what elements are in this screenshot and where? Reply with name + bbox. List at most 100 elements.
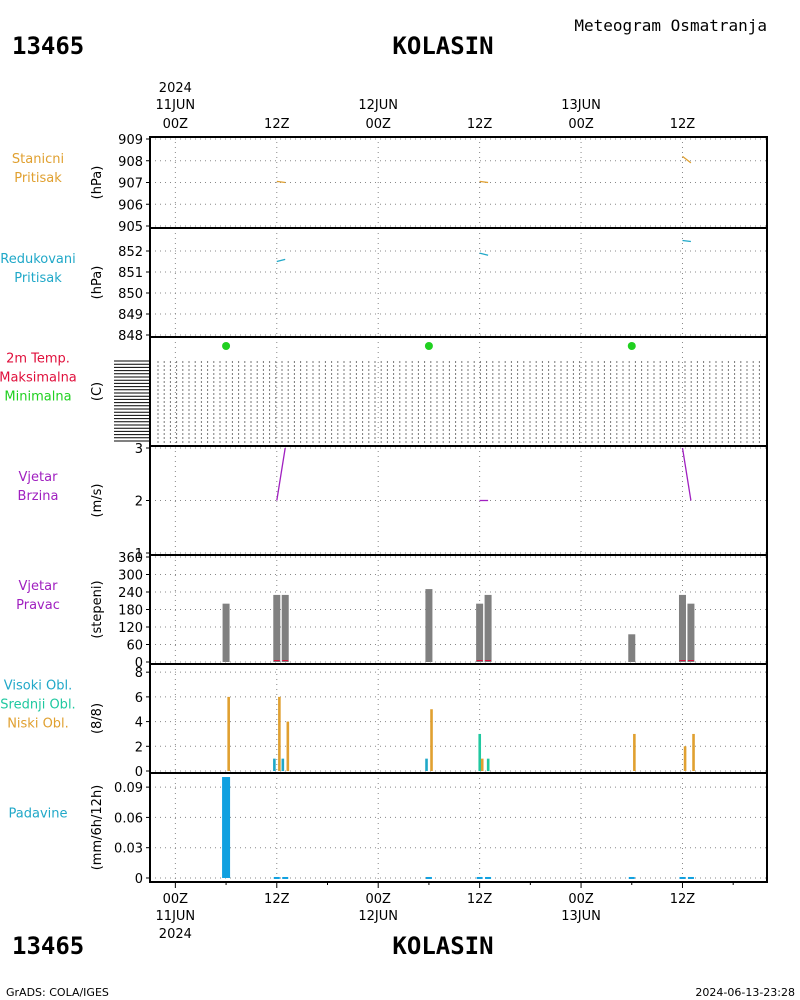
- y-tick-label: 3: [135, 442, 143, 457]
- y-tick-label: 851: [118, 266, 143, 281]
- y-tick-label: 0: [135, 656, 143, 671]
- panel-label: Brzina: [18, 489, 59, 504]
- panel-frame: [149, 136, 768, 229]
- time-tick-label-top: 12Z: [264, 117, 290, 132]
- bar: [628, 634, 636, 662]
- panel-frame: [149, 663, 768, 774]
- credit-text: GrADS: COLA/IGES: [6, 986, 109, 999]
- bar: [222, 777, 231, 878]
- time-tick-label-bottom: 12Z: [264, 892, 290, 907]
- station-id-bottom: 13465: [12, 932, 84, 960]
- cloud-bar: [683, 746, 687, 771]
- y-axis-label: (m/s): [90, 484, 105, 518]
- cloud-bar: [633, 733, 636, 771]
- temperature-point: [424, 342, 433, 350]
- bar: [476, 603, 484, 662]
- panel-label: Srednji Obl.: [0, 698, 75, 713]
- time-tick-label-top: 12Z: [467, 117, 493, 132]
- cloud-bar: [480, 758, 484, 771]
- y-tick-label: 2: [135, 740, 143, 755]
- time-tick-label-top: 00Z: [365, 117, 391, 132]
- panel-label: Minimalna: [4, 390, 71, 405]
- y-tick-label: 907: [118, 177, 143, 192]
- y-tick-label: 180: [118, 604, 143, 619]
- time-tick-label-bottom: 12Z: [670, 892, 696, 907]
- panel-label: Niski Obl.: [7, 717, 69, 732]
- cloud-bar: [478, 733, 482, 771]
- temperature-point: [222, 342, 231, 350]
- y-tick-label: 0: [135, 872, 143, 887]
- temperature-point: [627, 342, 636, 350]
- y-tick-label: 0: [135, 765, 143, 780]
- panel-label: Stanicni: [12, 152, 64, 167]
- y-tick-label: 848: [118, 329, 143, 344]
- year-label-bottom: 2024: [159, 927, 192, 942]
- series-line: [479, 252, 489, 256]
- y-tick-label: 906: [118, 198, 143, 213]
- bar: [687, 603, 695, 662]
- bar: [484, 594, 492, 662]
- y-tick-label: 905: [118, 220, 143, 235]
- y-tick-label: 908: [118, 155, 143, 170]
- y-tick-label: 850: [118, 287, 143, 302]
- y-axis-label: (hPa): [90, 266, 105, 300]
- day-label-bottom: 11JUN: [156, 909, 196, 924]
- y-tick-label: 909: [118, 133, 143, 148]
- time-tick-label-bottom: 12Z: [467, 892, 493, 907]
- y-tick-label: 6: [135, 691, 143, 706]
- panel-label: Pritisak: [14, 271, 62, 286]
- product-title: Meteogram Osmatranja: [574, 16, 767, 35]
- y-tick-label: 300: [118, 569, 143, 584]
- time-tick-label-bottom: 00Z: [163, 892, 189, 907]
- bar: [678, 594, 686, 662]
- cloud-bar: [227, 696, 230, 771]
- cloud-bar: [273, 758, 276, 771]
- series-line: [682, 155, 692, 164]
- time-tick-label-bottom: 00Z: [365, 892, 391, 907]
- series-line: [276, 180, 286, 184]
- panel-label: Padavine: [9, 807, 68, 822]
- time-tick-label-bottom: 00Z: [568, 892, 594, 907]
- bar: [273, 594, 281, 662]
- cloud-bar: [281, 758, 285, 771]
- bar: [425, 589, 433, 662]
- time-tick-label-top: 00Z: [568, 117, 594, 132]
- y-axis-label: (mm/6h/12h): [90, 785, 105, 871]
- series-line: [682, 239, 691, 243]
- day-label-top: 11JUN: [156, 98, 196, 113]
- series-line: [276, 447, 286, 501]
- y-tick-label: 0.09: [114, 781, 143, 796]
- panel-label: Pritisak: [14, 171, 62, 186]
- series-line: [681, 447, 692, 501]
- panel-label: Maksimalna: [0, 371, 77, 386]
- panel-label: 2m Temp.: [6, 352, 70, 367]
- cloud-bar: [286, 721, 290, 771]
- y-tick-label: 0.03: [114, 842, 143, 857]
- panel-frame: [149, 227, 768, 338]
- plot-area: 2024 11JUN 12JUN 13JUN 00Z 12Z 00Z 12Z 00Z 12Z 00Z…: [0, 81, 768, 942]
- y-tick-label: 0.06: [114, 811, 143, 826]
- y-tick-label: 120: [118, 621, 143, 636]
- series-line: [479, 180, 489, 184]
- panel-label: Vjetar: [19, 470, 59, 485]
- bar: [222, 603, 230, 662]
- y-tick-label: 849: [118, 308, 143, 323]
- cloud-bar: [425, 758, 428, 771]
- y-axis-label: (C): [90, 382, 105, 401]
- cloud-bar: [278, 696, 281, 771]
- y-axis-label: (8/8): [90, 703, 105, 734]
- cloud-bar: [486, 758, 490, 771]
- y-tick-label: 360: [118, 551, 143, 566]
- y-tick-label: 240: [118, 586, 143, 601]
- day-label-top: 12JUN: [358, 98, 398, 113]
- y-tick-label: 60: [126, 639, 143, 654]
- y-tick-label: 4: [135, 716, 143, 731]
- panel-frame: [149, 336, 768, 447]
- day-label-bottom: 13JUN: [561, 909, 601, 924]
- panel-label: Visoki Obl.: [4, 679, 72, 694]
- y-tick-label: 1: [135, 547, 143, 562]
- panel-label: Vjetar: [19, 579, 59, 594]
- panel-frame: [149, 772, 768, 883]
- time-tick-label-top: 12Z: [670, 117, 696, 132]
